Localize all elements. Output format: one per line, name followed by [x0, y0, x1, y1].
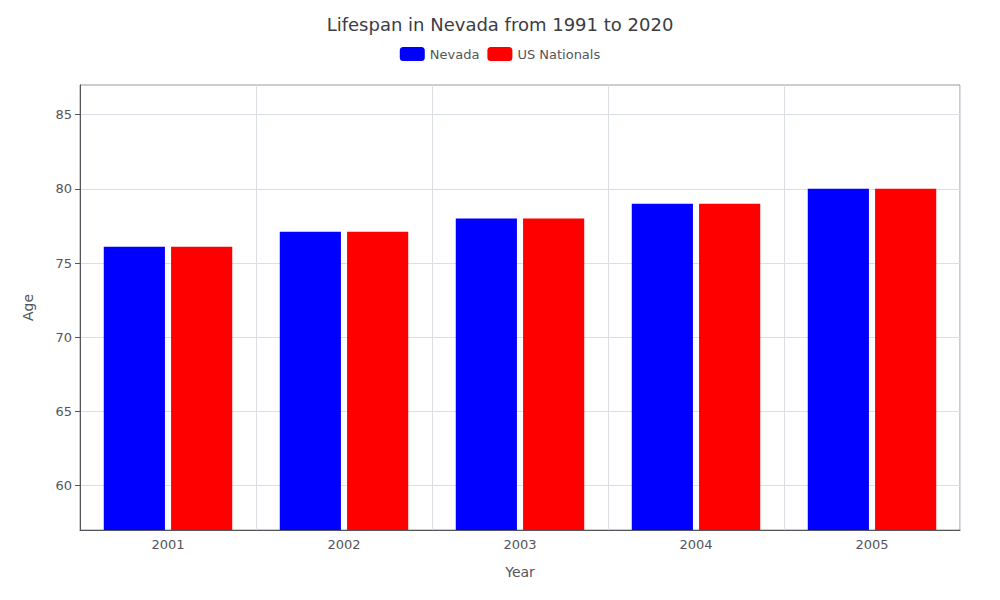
svg-text:80: 80	[55, 181, 72, 196]
svg-text:2001: 2001	[151, 537, 184, 552]
svg-text:2005: 2005	[855, 537, 888, 552]
svg-text:60: 60	[55, 478, 72, 493]
svg-text:US Nationals: US Nationals	[517, 47, 600, 62]
svg-text:Age: Age	[20, 294, 36, 321]
svg-text:2004: 2004	[679, 537, 712, 552]
svg-text:2003: 2003	[503, 537, 536, 552]
svg-text:75: 75	[55, 256, 72, 271]
svg-text:85: 85	[55, 107, 72, 122]
svg-text:Year: Year	[504, 564, 535, 580]
svg-text:2002: 2002	[327, 537, 360, 552]
svg-text:Lifespan in Nevada from 1991 t: Lifespan in Nevada from 1991 to 2020	[327, 14, 674, 35]
svg-text:Nevada: Nevada	[430, 47, 480, 62]
svg-text:70: 70	[55, 330, 72, 345]
svg-text:65: 65	[55, 404, 72, 419]
